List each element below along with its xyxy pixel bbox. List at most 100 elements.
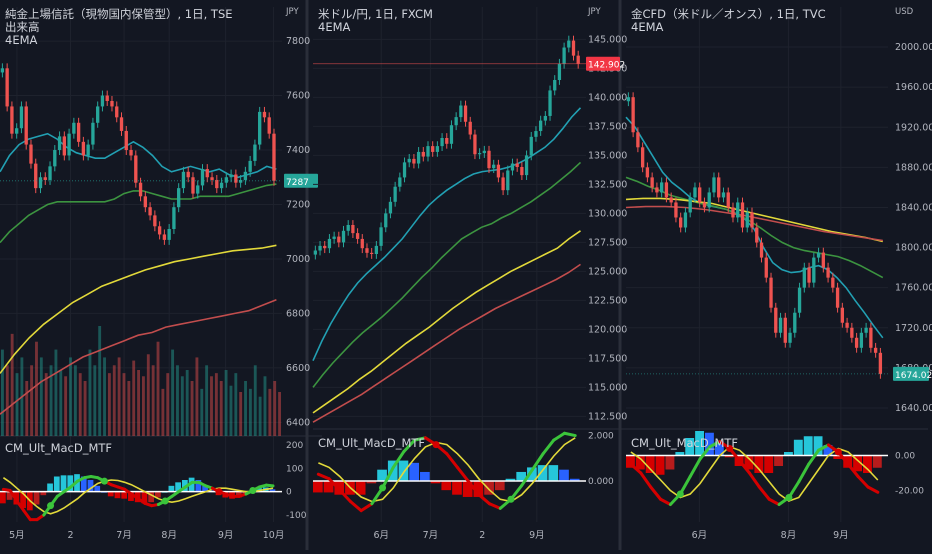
macd-histogram-bar — [559, 469, 569, 482]
macd-cross-marker — [676, 490, 684, 498]
volume-bar — [132, 360, 136, 436]
ema-line-3 — [0, 244, 277, 374]
candle-body — [539, 120, 543, 132]
macd-histogram-bar — [675, 452, 685, 456]
candle-body — [191, 177, 195, 194]
candle-body — [793, 312, 797, 333]
macd-signal-line — [2, 477, 274, 515]
candle-body — [636, 132, 640, 148]
x-tick-label: 9月 — [833, 530, 849, 541]
macd-histogram-bar — [128, 491, 134, 501]
candle-body — [318, 245, 322, 251]
macd-line — [359, 502, 374, 513]
candle-body — [431, 146, 435, 152]
indicator-y-tick-label: -100 — [286, 511, 307, 521]
candle-body — [407, 158, 411, 163]
candle-body — [186, 171, 190, 178]
candle-body — [778, 317, 783, 333]
macd-histogram-bar — [53, 476, 60, 492]
candle-body — [449, 125, 454, 144]
macd-line — [629, 462, 643, 475]
x-tick-label: 2 — [479, 530, 485, 541]
macd-histogram-bar — [462, 481, 473, 497]
macd-cross-marker — [432, 441, 440, 449]
ema-line-3 — [625, 197, 883, 243]
candle-body — [167, 229, 171, 240]
candle-body — [693, 187, 697, 198]
candle-body — [816, 252, 821, 258]
candle-body — [224, 177, 228, 183]
candle-body — [557, 63, 562, 80]
candle-body — [234, 174, 238, 183]
macd-line — [455, 465, 470, 483]
indicator-y-tick-label: 0 — [286, 488, 292, 498]
volume-bar — [69, 357, 72, 436]
currency-label: JPY — [285, 7, 299, 17]
y-tick-label: 6800 — [286, 308, 310, 319]
macd-histogram-bar — [527, 467, 537, 482]
macd-signal-line — [318, 437, 576, 503]
volume-bar — [156, 341, 160, 436]
candle-body — [332, 236, 336, 239]
candle-body — [119, 117, 124, 131]
candle-body — [205, 169, 209, 178]
macd-histogram-bar — [323, 481, 334, 493]
ema-line-1 — [625, 116, 884, 339]
volume-bar — [219, 381, 223, 436]
candle-body — [435, 146, 440, 152]
y-tick-label: 120.000 — [588, 324, 627, 335]
macd-line — [552, 431, 566, 442]
candle-body — [698, 187, 702, 203]
candle-body — [562, 47, 566, 64]
candle-body — [717, 177, 721, 198]
candle-body — [421, 151, 425, 157]
macd-histogram-bar — [784, 452, 793, 456]
volume-bar — [166, 373, 170, 436]
candle-body — [138, 182, 143, 197]
candle-body — [524, 155, 529, 176]
candle-body — [736, 202, 740, 218]
macd-cross-marker — [100, 477, 108, 485]
volume-bar — [258, 396, 262, 436]
candle-body — [48, 166, 52, 180]
x-tick-label: 9月 — [218, 530, 234, 541]
macd-histogram-bar — [665, 455, 675, 470]
volume-bar — [112, 365, 116, 436]
candle-body — [859, 332, 864, 348]
macd-histogram-bar — [20, 491, 26, 508]
candle-body — [157, 226, 162, 235]
candle-body — [38, 177, 43, 189]
volume-bar — [151, 365, 155, 436]
macd-histogram-bar — [60, 475, 67, 492]
candle-body — [248, 160, 252, 172]
candle-body — [506, 170, 510, 191]
macd-histogram-bar — [705, 432, 714, 456]
candle-body — [162, 234, 167, 240]
y-tick-label: 1840.00 — [895, 202, 932, 213]
candle-body — [134, 155, 138, 183]
candle-body — [200, 169, 205, 186]
y-tick-label: 7600 — [286, 91, 310, 102]
macd-histogram-bar — [724, 455, 734, 458]
candle-body — [398, 177, 402, 187]
macd-line — [562, 431, 577, 438]
candle-body — [57, 136, 62, 151]
volume-bar — [210, 376, 213, 436]
macd-histogram-bar — [114, 491, 121, 499]
candle-body — [482, 150, 486, 154]
candle-body — [783, 317, 787, 343]
macd-histogram-bar — [441, 481, 452, 491]
macd-line — [649, 485, 663, 501]
macd-line — [817, 443, 830, 452]
candle-body — [826, 267, 830, 278]
candle-body — [492, 164, 496, 169]
candle-body — [674, 202, 678, 218]
volume-bar — [234, 373, 238, 436]
y-tick-label: 112.500 — [588, 411, 627, 422]
candle-body — [402, 162, 407, 178]
volume-bar — [78, 373, 82, 436]
candle-body — [745, 212, 749, 228]
candle-body — [840, 307, 845, 323]
macd-histogram-bar — [714, 441, 724, 456]
